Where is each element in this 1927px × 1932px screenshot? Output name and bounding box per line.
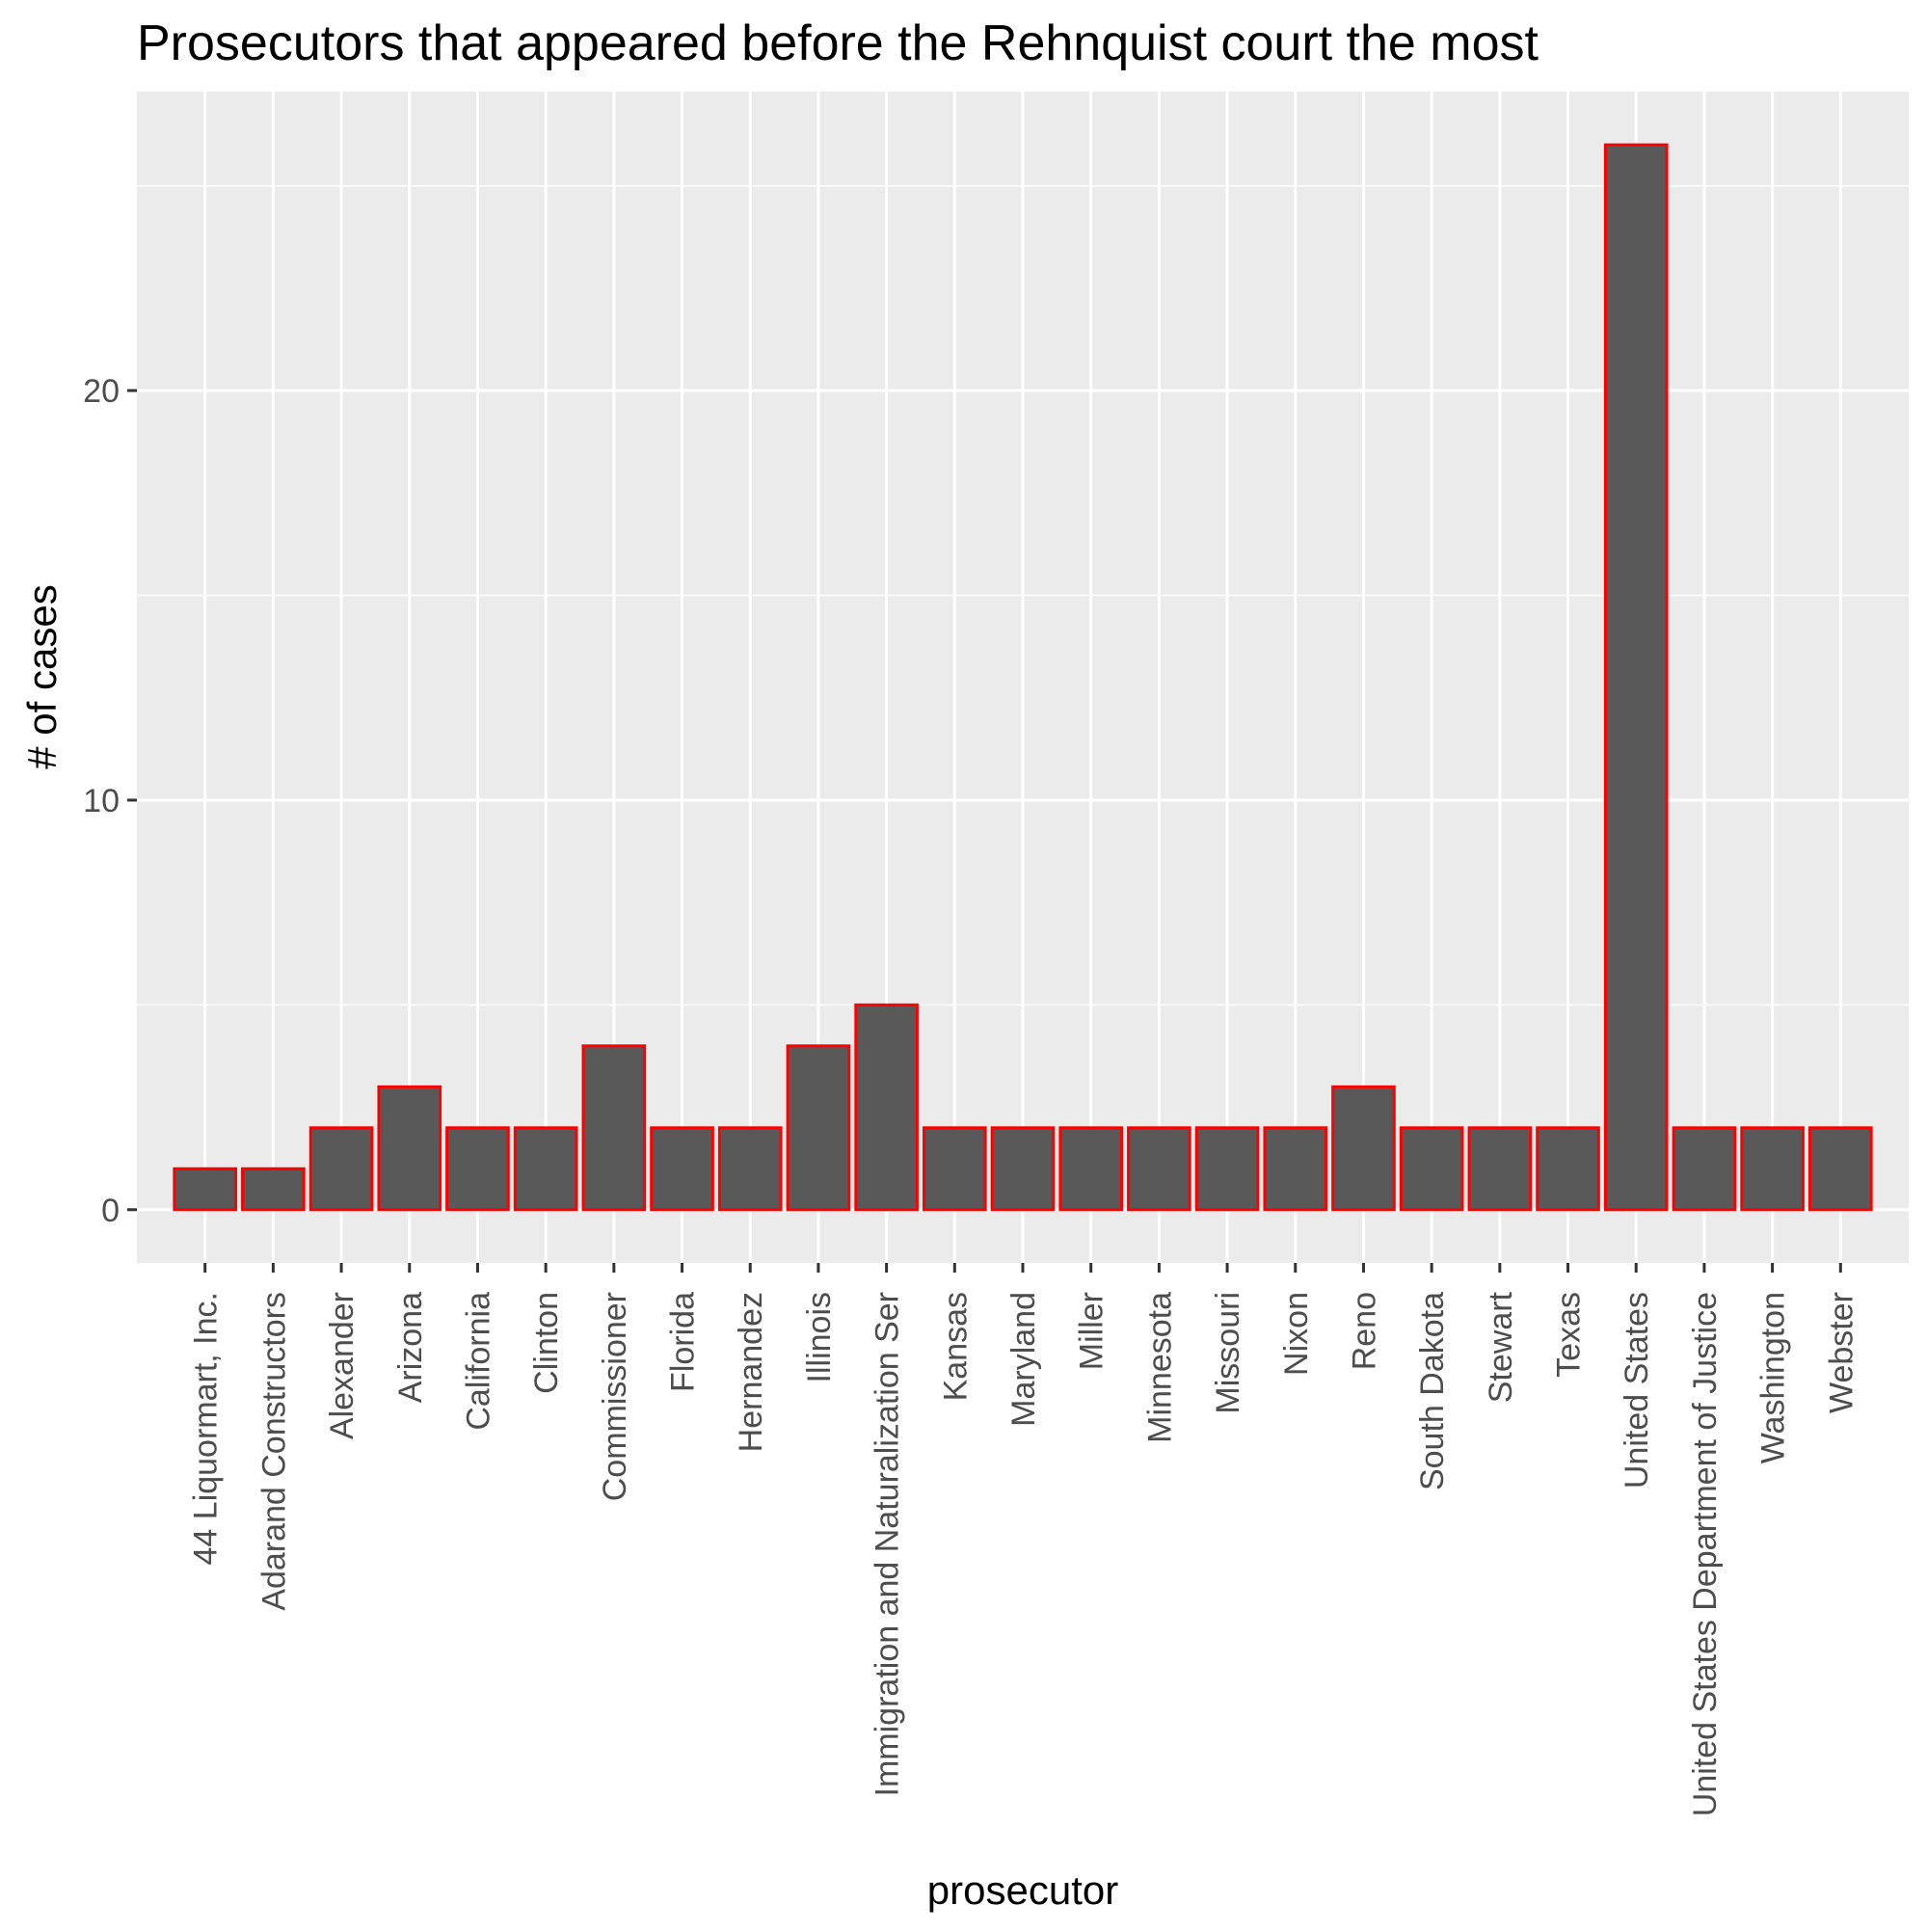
bar	[1127, 1126, 1191, 1212]
x-axis-title: prosecutor	[927, 1867, 1118, 1913]
bar	[786, 1044, 851, 1212]
bar	[308, 1126, 374, 1212]
bar	[1536, 1126, 1600, 1212]
x-tick-label: United States	[1619, 1292, 1655, 1489]
y-axis: 0 10 20	[83, 373, 137, 1229]
bar	[377, 1085, 442, 1212]
x-tick-label: Hernandez	[733, 1292, 769, 1452]
bar	[1740, 1126, 1805, 1212]
bar	[1058, 1126, 1124, 1212]
x-tick-label: Webster	[1823, 1292, 1860, 1413]
y-tick-label: 10	[83, 783, 120, 819]
y-axis-title: # of cases	[19, 584, 65, 768]
x-tick-label: California	[460, 1292, 496, 1431]
x-tick-label: Texas	[1551, 1292, 1588, 1378]
x-tick-label: Washington	[1755, 1292, 1792, 1463]
bar	[173, 1167, 238, 1212]
bar	[445, 1126, 510, 1212]
x-tick-label: Alexander	[324, 1292, 361, 1439]
x-tick-label: Arizona	[392, 1292, 429, 1403]
bar	[990, 1126, 1056, 1212]
x-tick-label: Clinton	[528, 1292, 565, 1394]
bar	[717, 1126, 783, 1212]
bar	[581, 1044, 647, 1212]
grid-lines	[137, 92, 1909, 1263]
x-tick-label: 44 Liquormart, Inc.	[188, 1292, 225, 1565]
x-tick-label: United States Department of Justice	[1687, 1292, 1724, 1816]
bar	[1672, 1126, 1737, 1212]
bar	[854, 1003, 919, 1212]
bar	[1467, 1126, 1533, 1212]
chart-title: Prosecutors that appeared before the Reh…	[137, 15, 1539, 71]
bar	[513, 1126, 578, 1212]
x-tick-label: Commissioner	[597, 1292, 633, 1501]
x-tick-label: South Dakota	[1414, 1292, 1451, 1490]
bar	[1194, 1126, 1260, 1212]
x-tick-label: Kansas	[937, 1292, 974, 1401]
bar	[1331, 1085, 1396, 1212]
bar	[1603, 143, 1669, 1212]
x-tick-label: Adarand Constructors	[255, 1292, 292, 1611]
x-tick-label: Nixon	[1278, 1292, 1315, 1376]
bar	[1263, 1126, 1328, 1212]
x-tick-label: Missouri	[1210, 1292, 1246, 1414]
bars	[173, 143, 1873, 1212]
x-tick-label: Stewart	[1483, 1291, 1519, 1403]
bar	[650, 1126, 714, 1212]
y-tick-label: 20	[83, 373, 120, 410]
y-tick-label: 0	[101, 1193, 120, 1229]
bar	[1807, 1126, 1873, 1212]
bar	[922, 1126, 987, 1212]
bar	[1399, 1126, 1464, 1212]
x-tick-label: Miller	[1074, 1292, 1111, 1370]
x-tick-label: Florida	[665, 1292, 702, 1392]
bar	[241, 1167, 306, 1212]
x-axis: 44 Liquormart, Inc. Adarand Constructors A…	[188, 1263, 1860, 1816]
x-tick-label: Illinois	[801, 1292, 838, 1382]
x-tick-label: Maryland	[1005, 1292, 1042, 1427]
x-tick-label: Minnesota	[1141, 1292, 1178, 1443]
x-tick-label: Immigration and Naturalization Ser	[870, 1292, 906, 1796]
x-tick-label: Reno	[1346, 1292, 1382, 1370]
